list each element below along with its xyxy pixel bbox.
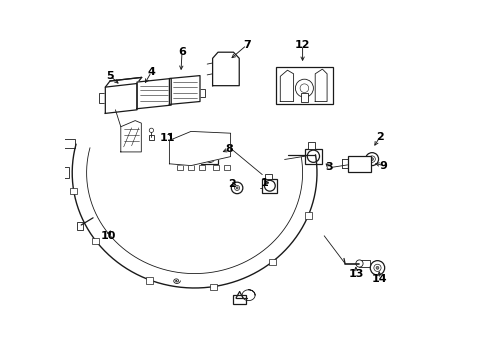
Bar xyxy=(60,167,69,178)
Polygon shape xyxy=(170,131,231,166)
Bar xyxy=(347,156,371,172)
Bar xyxy=(360,260,369,267)
Bar xyxy=(70,188,77,194)
Text: 11: 11 xyxy=(160,132,175,143)
Bar xyxy=(146,277,153,284)
Bar xyxy=(194,152,201,161)
Text: 14: 14 xyxy=(371,274,387,284)
Text: 12: 12 xyxy=(295,40,310,50)
Circle shape xyxy=(366,153,379,166)
Bar xyxy=(217,73,223,81)
Bar xyxy=(305,212,312,219)
Text: 10: 10 xyxy=(100,231,116,241)
Bar xyxy=(201,149,219,164)
Text: 4: 4 xyxy=(147,67,155,77)
Circle shape xyxy=(370,158,373,161)
Polygon shape xyxy=(121,121,141,152)
Text: 1: 1 xyxy=(261,178,269,188)
Circle shape xyxy=(149,128,153,132)
Text: 2: 2 xyxy=(228,179,236,189)
Text: 9: 9 xyxy=(380,161,388,171)
Bar xyxy=(308,142,315,149)
Bar xyxy=(63,139,75,148)
Polygon shape xyxy=(170,76,200,104)
Circle shape xyxy=(265,180,275,191)
Text: 6: 6 xyxy=(178,47,186,57)
Circle shape xyxy=(204,151,216,162)
Circle shape xyxy=(374,264,381,271)
Bar xyxy=(269,259,276,265)
Circle shape xyxy=(295,79,314,97)
Bar xyxy=(224,165,230,170)
Bar xyxy=(188,165,194,170)
Bar xyxy=(233,295,246,304)
Bar xyxy=(283,86,291,97)
Bar xyxy=(217,61,223,68)
Bar xyxy=(148,135,154,140)
Polygon shape xyxy=(105,84,137,113)
Text: 2: 2 xyxy=(376,132,384,142)
Polygon shape xyxy=(280,70,294,102)
Circle shape xyxy=(307,150,319,162)
Bar xyxy=(199,165,205,170)
Polygon shape xyxy=(315,69,327,102)
Circle shape xyxy=(231,182,243,194)
Bar xyxy=(99,93,105,103)
Bar xyxy=(210,284,218,290)
Bar xyxy=(213,165,219,170)
Circle shape xyxy=(236,187,238,189)
Bar xyxy=(77,222,83,230)
Circle shape xyxy=(369,156,375,162)
Circle shape xyxy=(356,260,363,267)
Bar xyxy=(262,179,277,193)
Text: 5: 5 xyxy=(106,71,114,81)
Bar xyxy=(301,93,308,102)
Circle shape xyxy=(376,266,379,269)
Bar xyxy=(92,238,99,244)
Bar xyxy=(305,149,322,164)
Circle shape xyxy=(370,261,385,275)
Bar xyxy=(265,174,271,179)
Bar xyxy=(318,88,324,97)
Bar xyxy=(275,67,333,104)
Text: 7: 7 xyxy=(243,40,251,50)
Polygon shape xyxy=(137,78,171,109)
Bar xyxy=(177,165,183,170)
Polygon shape xyxy=(213,52,239,86)
Circle shape xyxy=(300,84,309,93)
Text: 3: 3 xyxy=(326,162,333,172)
Bar xyxy=(199,89,205,97)
Circle shape xyxy=(235,185,240,190)
Text: 13: 13 xyxy=(348,269,364,279)
Text: 8: 8 xyxy=(225,144,233,154)
